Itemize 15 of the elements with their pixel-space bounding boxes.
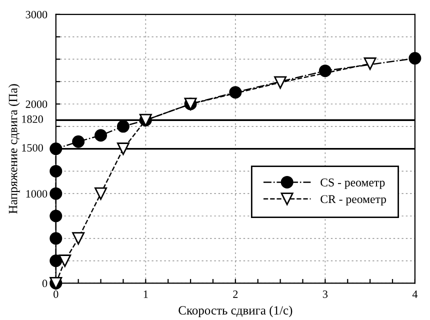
y-axis-title: Напряжение сдвига (Па): [8, 84, 20, 214]
x-tick-label: 1: [144, 290, 148, 298]
ref-line-label: 1500: [22, 144, 43, 152]
x-tick-label: 4: [412, 290, 418, 298]
x-tick-label: 2: [233, 290, 238, 298]
x-tick-label: 3: [322, 290, 328, 298]
ref-line-label: 1820: [22, 115, 43, 123]
y-tick-label: 1000: [26, 190, 48, 198]
legend-label: CR - реометр: [320, 195, 386, 206]
y-tick-label: 3000: [26, 10, 48, 18]
y-tick-label: 2000: [26, 100, 48, 108]
legend-label: CS - реометр: [320, 178, 385, 189]
y-tick-label: 0: [42, 280, 48, 288]
x-axis-title: Скорость сдвига (1/с): [178, 306, 292, 318]
x-tick-label: 0: [54, 290, 58, 298]
